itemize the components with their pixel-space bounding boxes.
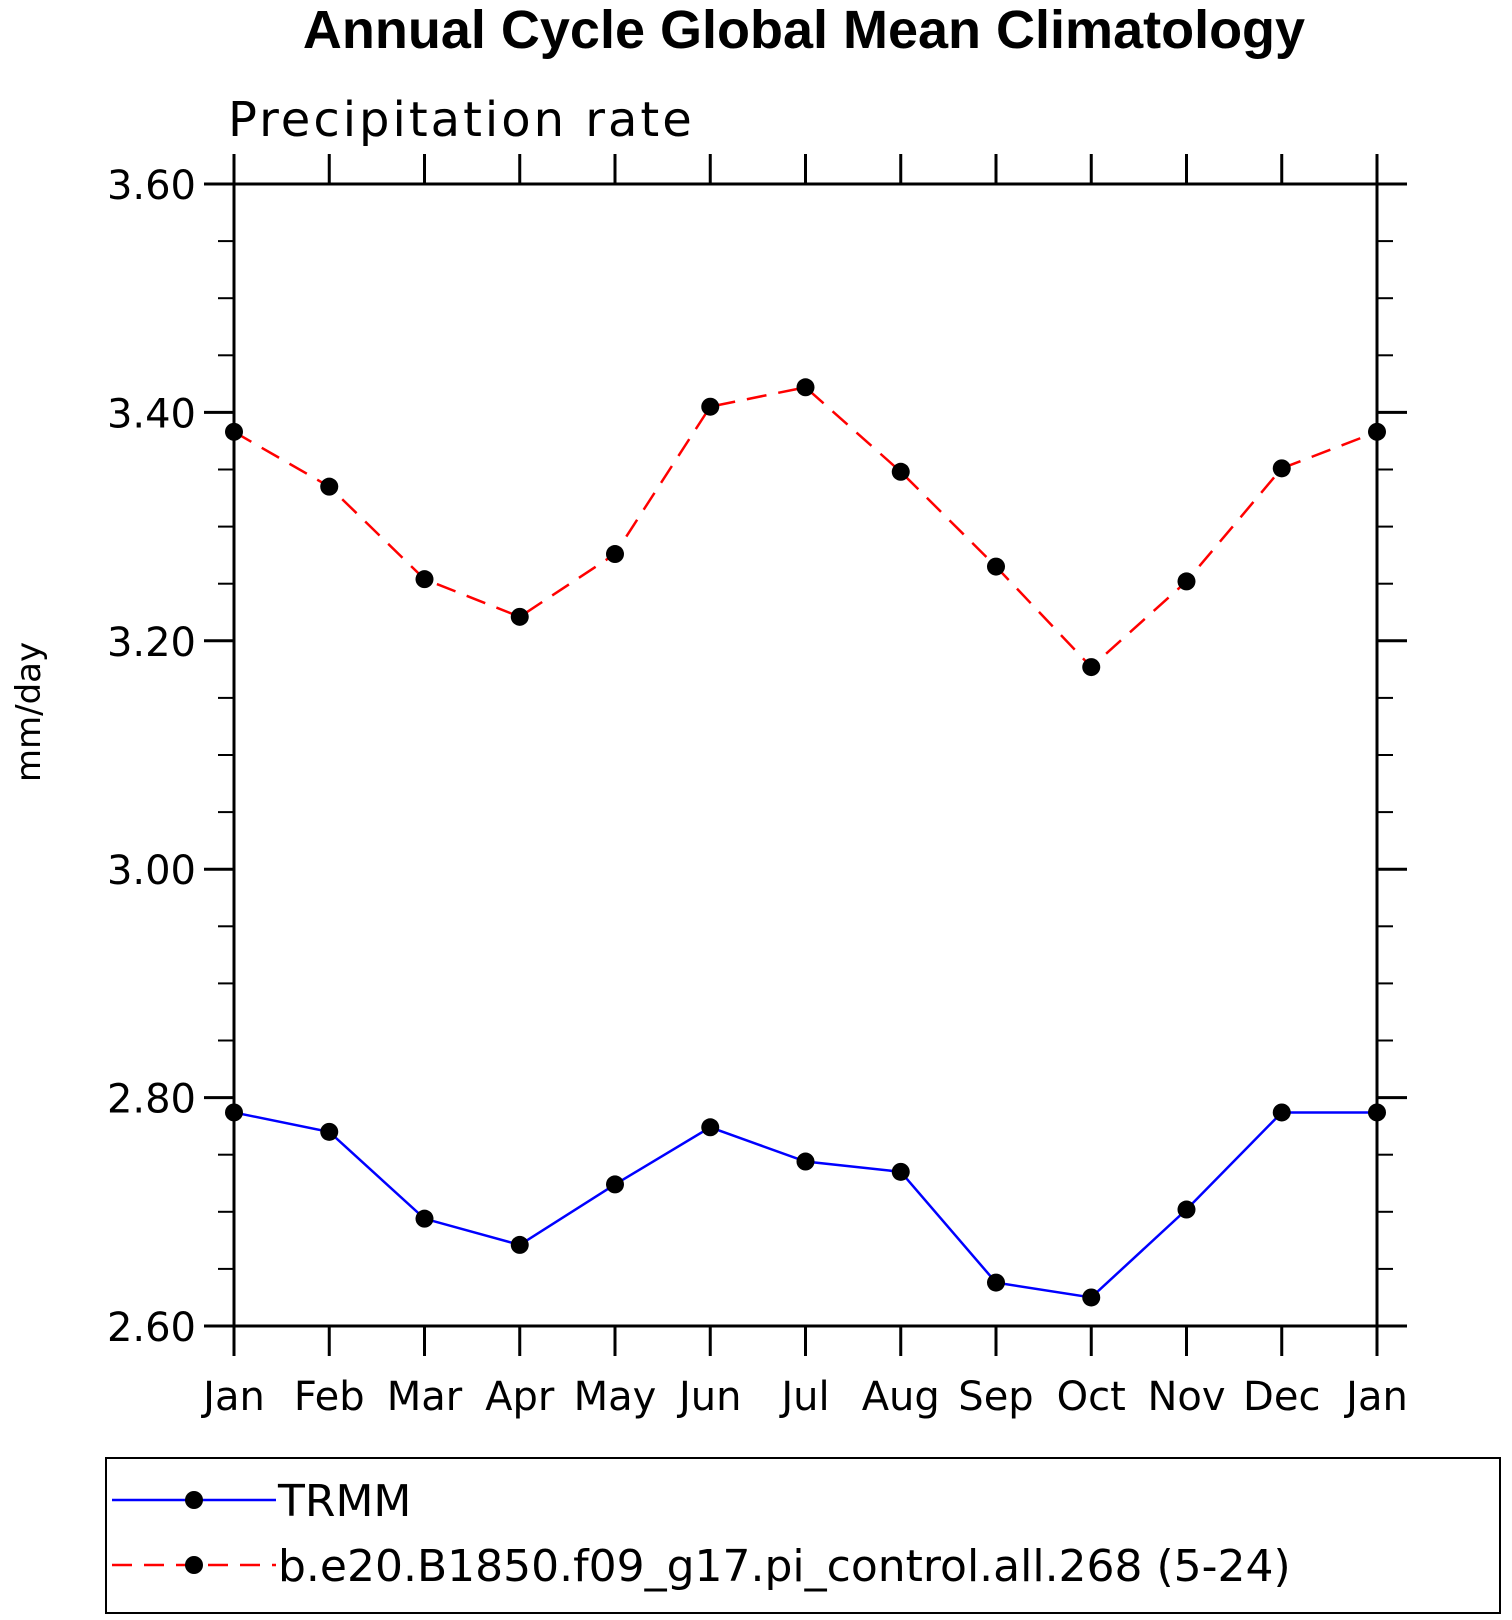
chart-title: Annual Cycle Global Mean Climatology xyxy=(303,0,1305,60)
data-point xyxy=(891,462,910,481)
legend-label-trmm: TRMM xyxy=(277,1476,411,1527)
legend-box xyxy=(105,1457,1501,1614)
x-tick-label: Jul xyxy=(778,1374,829,1420)
data-point xyxy=(320,1122,339,1141)
series-layer xyxy=(225,378,1386,1307)
data-point xyxy=(987,1273,1005,1292)
legend-marker-model xyxy=(185,1556,203,1574)
data-point xyxy=(1082,658,1101,677)
data-point xyxy=(1082,1288,1101,1307)
x-tick-label: Apr xyxy=(485,1374,555,1420)
data-point xyxy=(891,1162,910,1181)
data-point xyxy=(606,1175,624,1194)
data-point xyxy=(320,477,339,496)
data-point xyxy=(796,378,815,397)
x-tick-label: Jun xyxy=(676,1374,742,1420)
x-tick-label: Nov xyxy=(1147,1374,1225,1420)
y-tick-label: 2.60 xyxy=(107,1305,196,1351)
legend-marker-trmm xyxy=(185,1491,203,1509)
data-point xyxy=(606,545,624,564)
data-point xyxy=(701,1118,720,1137)
data-point xyxy=(510,1235,529,1254)
data-point xyxy=(1177,572,1196,591)
data-point xyxy=(510,607,529,626)
x-tick-label: Oct xyxy=(1057,1374,1126,1420)
chart-subtitle: Precipitation rate xyxy=(228,92,695,148)
x-tick-label: Feb xyxy=(294,1374,365,1420)
data-point xyxy=(1177,1200,1196,1219)
data-point xyxy=(796,1152,815,1171)
data-point xyxy=(987,557,1005,576)
data-point xyxy=(1368,1103,1386,1122)
data-point xyxy=(1368,422,1386,441)
data-point xyxy=(415,1209,434,1228)
x-tick-label: Jan xyxy=(200,1374,265,1420)
data-point xyxy=(415,570,434,589)
x-tick-label: Dec xyxy=(1243,1374,1320,1420)
legend-label-model: b.e20.B1850.f09_g17.pi_control.all.268 (… xyxy=(278,1541,1291,1592)
data-point xyxy=(225,422,243,441)
y-tick-label: 2.80 xyxy=(107,1077,196,1123)
y-tick-label: 3.60 xyxy=(107,163,196,209)
x-tick-label: Jan xyxy=(1343,1374,1408,1420)
x-tick-label: Mar xyxy=(387,1374,463,1420)
x-tick-label: Sep xyxy=(958,1374,1033,1420)
y-tick-label: 3.20 xyxy=(107,620,196,666)
data-point xyxy=(225,1103,243,1122)
x-tick-label: May xyxy=(574,1374,657,1420)
series-line-0 xyxy=(233,1111,1377,1299)
y-axis-label: mm/day xyxy=(9,642,49,782)
y-tick-label: 3.00 xyxy=(107,848,196,894)
series-line-1 xyxy=(233,385,1378,669)
legend: TRMM b.e20.B1850.f09_g17.pi_control.all.… xyxy=(105,1457,1501,1614)
data-point xyxy=(1272,1103,1291,1122)
y-tick-label: 3.40 xyxy=(107,391,196,437)
axes: Jan Feb Mar Apr May Jun Jul Aug Sep Oct Nov Dec Jan2… xyxy=(107,154,1408,1420)
x-tick-label: Aug xyxy=(862,1374,940,1420)
data-point xyxy=(701,397,720,416)
data-point xyxy=(1272,459,1291,478)
